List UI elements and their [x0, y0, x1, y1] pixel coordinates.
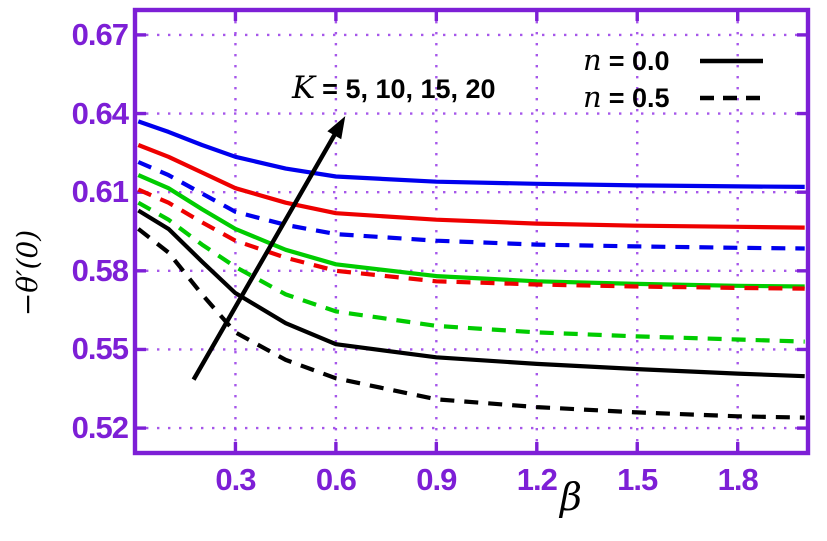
plot-frame: [132, 7, 811, 456]
y-tick-label: 0.58: [71, 252, 129, 288]
x-axis-label: β: [560, 475, 582, 519]
annotation-value-list: = 5, 10, 15, 20: [322, 74, 496, 104]
annotation-k-values: K = 5, 10, 15, 20: [292, 70, 496, 106]
legend-item-n05: n = 0.5: [583, 79, 783, 116]
curve-n0-k15: [137, 143, 805, 230]
x-tick-label: 1.2: [516, 462, 558, 497]
x-tick-label: 1.5: [617, 462, 658, 497]
legend-item-n0: n = 0.0: [583, 42, 783, 79]
legend: n = 0.0 n = 0.5: [583, 42, 783, 116]
legend-variable: n: [583, 43, 602, 77]
x-tick-label: 1.8: [717, 462, 759, 497]
curve-n05-k10: [137, 200, 805, 344]
curve-n0-k20: [137, 119, 805, 189]
curve-n05-k5: [137, 227, 805, 420]
curve-n0-k10: [137, 173, 805, 289]
legend-value: = 0.5: [608, 83, 670, 113]
legend-value: = 0.0: [608, 46, 670, 76]
y-tick-label: 0.67: [71, 16, 129, 52]
curve-n0-k5: [137, 208, 805, 379]
x-tick-label: 0.6: [315, 462, 357, 497]
x-tick-label: 0.9: [416, 462, 457, 497]
annotation-variable: K: [292, 70, 316, 106]
y-tick-label: 0.52: [71, 410, 129, 446]
annotation-arrow-shaft: [191, 128, 340, 381]
curve-n05-k15: [137, 187, 805, 291]
annotation-arrow-head: [327, 116, 346, 140]
y-tick-label: 0.55: [71, 331, 129, 367]
y-tick-label: 0.64: [71, 95, 129, 131]
curve-n05-k20: [137, 160, 805, 251]
legend-variable: n: [583, 80, 602, 114]
x-tick-label: 0.3: [215, 462, 256, 497]
y-tick-label: 0.61: [71, 174, 129, 210]
